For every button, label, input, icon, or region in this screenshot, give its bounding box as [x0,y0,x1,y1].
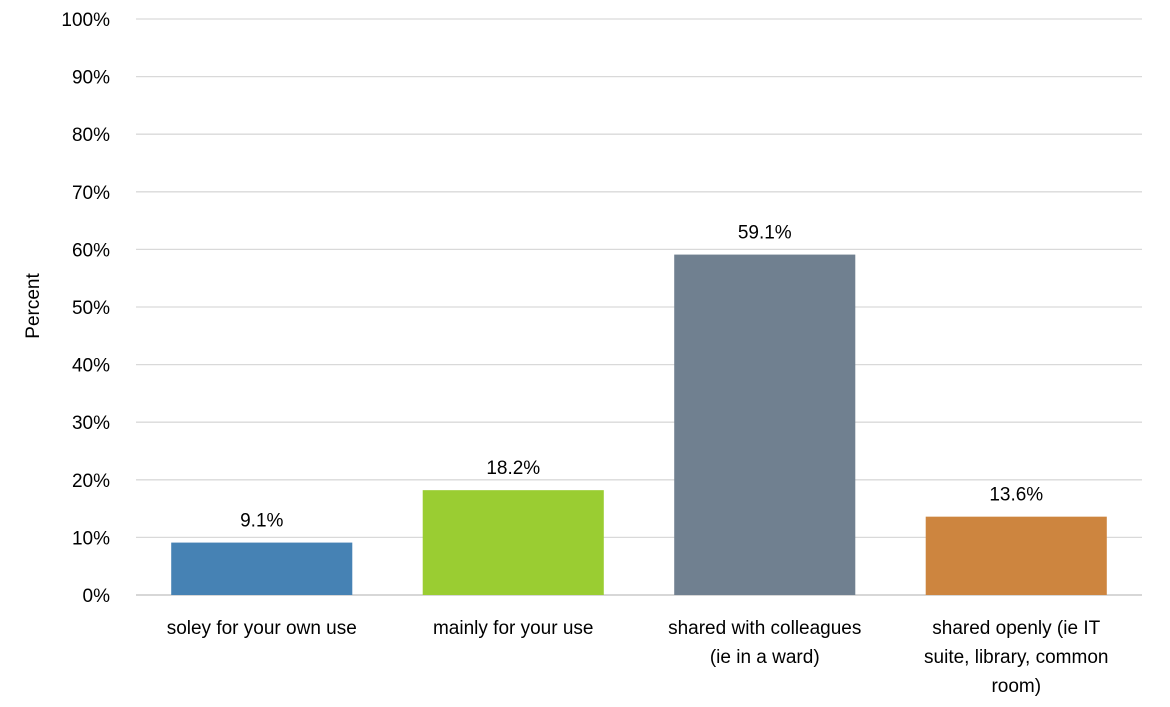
y-tick-label-10: 10% [72,528,110,549]
data-label-4: 13.6% [989,485,1043,506]
gridlines [136,18,1142,596]
data-label-2: 18.2% [486,458,540,479]
category-label-2: mainly for your use [433,618,594,639]
bar-2 [422,490,604,595]
bar-1 [171,542,353,595]
data-label-3: 59.1% [738,223,792,244]
y-axis-ticks: 0% 10% 20% 30% 40% 50% 60% 70% 80% 90% 100% [61,10,110,607]
x-axis-categories: soley for your own use mainly for your us… [167,618,1109,697]
y-tick-label-60: 60% [72,240,110,261]
y-tick-label-50: 50% [72,298,110,319]
data-label-1: 9.1% [240,511,283,532]
y-tick-label-80: 80% [72,125,110,146]
bar-3 [674,254,856,596]
y-tick-label-40: 40% [72,356,110,377]
y-tick-label-70: 70% [72,183,110,204]
y-tick-label-90: 90% [72,68,110,89]
data-labels: 9.1% 18.2% 59.1% 13.6% [240,223,1043,532]
y-axis-label: Percent [23,273,44,339]
y-tick-label-100: 100% [61,10,110,31]
category-label-1: soley for your own use [167,618,357,639]
category-label-4: shared openly (ie IT suite, library, comm… [924,618,1108,697]
y-tick-label-0: 0% [83,586,111,607]
y-tick-label-30: 30% [72,413,110,434]
bars [171,254,1107,596]
y-tick-label-20: 20% [72,471,110,492]
category-label-3: shared with colleagues (ie in a ward) [668,618,861,668]
bar-4 [925,516,1107,595]
